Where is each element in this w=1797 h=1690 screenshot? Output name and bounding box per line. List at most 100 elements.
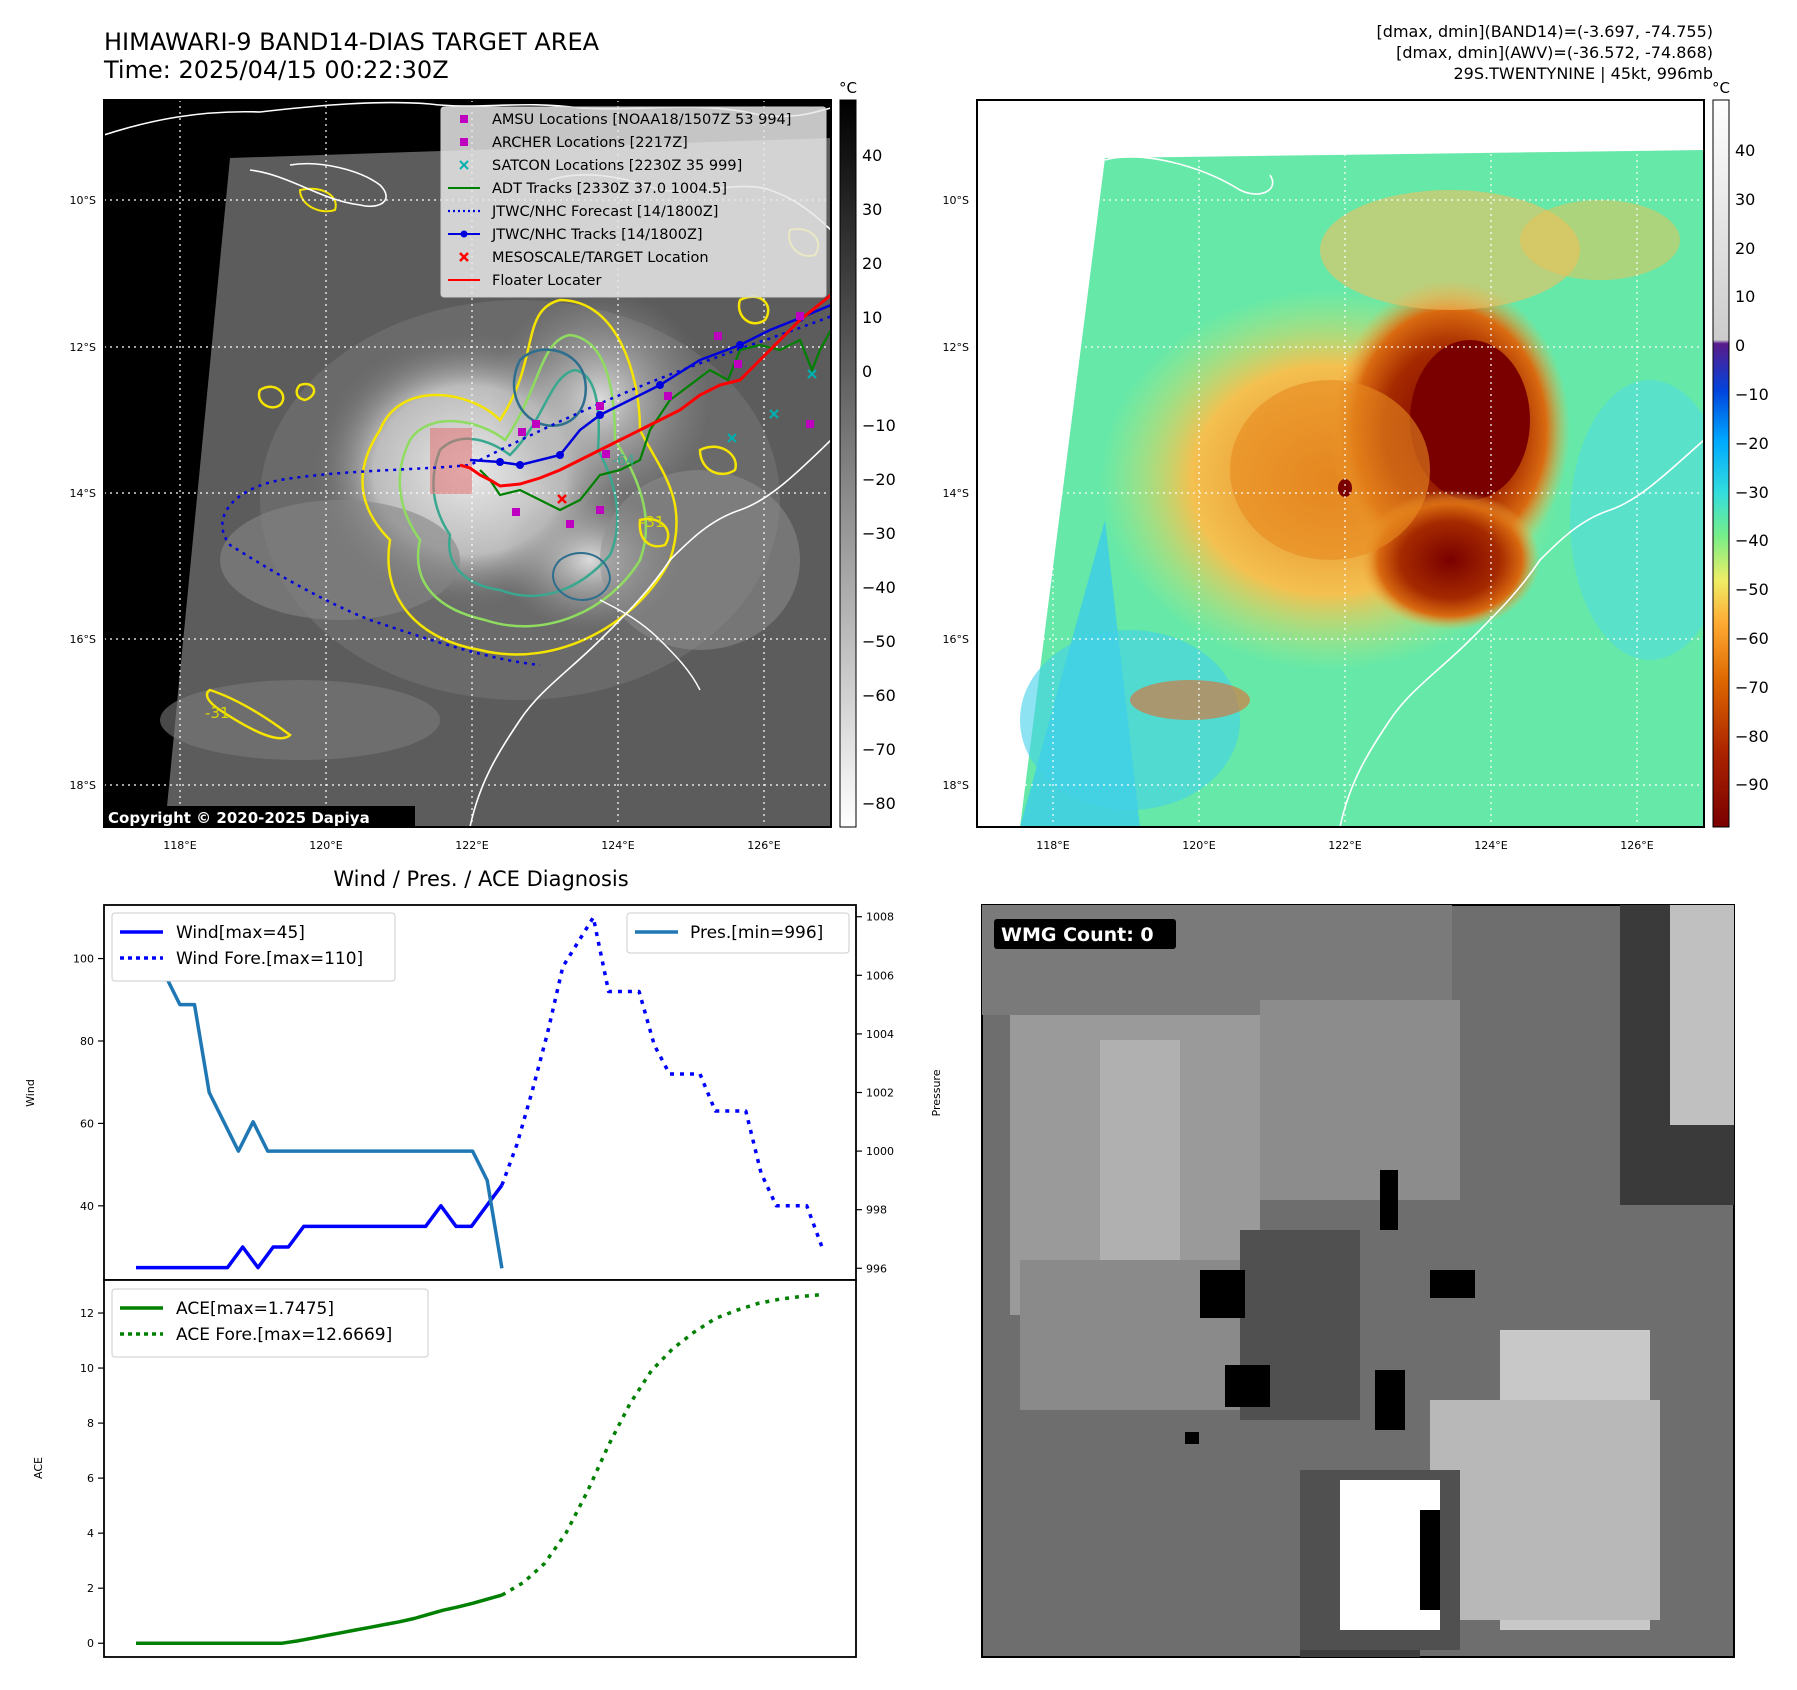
svg-text:0: 0 (862, 362, 872, 381)
ace-fore-legend-label: ACE Fore.[max=12.6669] (176, 1325, 392, 1345)
ace-tick-label: 12 (80, 1307, 94, 1320)
svg-text:−10: −10 (862, 416, 896, 435)
wind-tick-label: 60 (80, 1117, 94, 1130)
svg-text:−20: −20 (1735, 434, 1769, 453)
ace-tick-label: 10 (80, 1362, 94, 1375)
ir-map-frame (103, 99, 832, 828)
pressure-legend: Pres.[min=996] (626, 912, 850, 954)
svg-text:18°S: 18°S (70, 779, 96, 792)
svg-text:−60: −60 (862, 686, 896, 705)
svg-text:118°E: 118°E (163, 839, 196, 852)
svg-text:120°E: 120°E (309, 839, 342, 852)
svg-text:−70: −70 (1735, 678, 1769, 697)
awv-colorbar-unit: °C (1712, 79, 1730, 97)
svg-text:−80: −80 (1735, 727, 1769, 746)
ace-line (136, 1593, 503, 1645)
copyright-badge (104, 806, 415, 828)
pressure-ticks: 996 998 1000 1002 1004 1006 1008 (856, 911, 894, 1275)
svg-text:126°E: 126°E (747, 839, 780, 852)
pressure-tick-label: 1006 (866, 969, 894, 982)
figure-time: Time: 2025/04/15 00:22:30Z (104, 56, 449, 84)
svg-text:−70: −70 (862, 740, 896, 759)
pressure-tick-label: 996 (866, 1262, 887, 1275)
svg-text:12°S: 12°S (70, 341, 96, 354)
ir-map-panel: -31 -31 -64 AMSU Locations [NOAA18/1507Z… (70, 99, 832, 852)
adt-tracks (479, 329, 831, 512)
wmg-panel: WMG Count: 0 (981, 904, 1735, 1658)
ace-axis-label: ACE (32, 1457, 45, 1479)
map-legend: AMSU Locations [NOAA18/1507Z 53 994] ARC… (440, 106, 827, 298)
awv-colorbar: °C 40 30 20 10 0 −10 −20 −30 −40 −50 −60… (1712, 79, 1769, 828)
pressure-axis-label: Pressure (930, 1069, 943, 1116)
svg-text:0: 0 (1735, 336, 1745, 355)
pressure-line (134, 916, 504, 1269)
svg-text:118°E: 118°E (1036, 839, 1069, 852)
floater-locater-track (459, 293, 831, 488)
svg-text:−30: −30 (862, 524, 896, 543)
wind-tick-label: 100 (73, 953, 94, 966)
pressure-tick-label: 1004 (866, 1028, 894, 1041)
ace-tick-label: 2 (87, 1582, 94, 1595)
svg-text:10: 10 (862, 308, 882, 327)
ace-ticks: 0 2 4 6 8 10 12 (80, 1307, 104, 1650)
contour-label-inner: -64 (612, 453, 635, 469)
svg-text:30: 30 (862, 200, 882, 219)
svg-text:10: 10 (1735, 287, 1755, 306)
info-line-2: [dmax, dmin](AWV)=(-36.572, -74.868) (1396, 43, 1713, 62)
legend-item-jtwc-forecast: JTWC/NHC Forecast [14/1800Z] (491, 204, 718, 220)
svg-text:126°E: 126°E (1620, 839, 1653, 852)
color-map-frame (976, 99, 1705, 828)
wind-tick-label: 80 (80, 1035, 94, 1048)
wind-line (136, 1184, 504, 1270)
svg-text:120°E: 120°E (1182, 839, 1215, 852)
ir-colorbar-unit: °C (839, 79, 857, 97)
svg-text:12°S: 12°S (943, 341, 969, 354)
coastline-australia (469, 439, 831, 827)
color-map-lon-labels: 118°E 120°E 122°E 124°E 126°E (1036, 839, 1653, 852)
color-map-panel: 10°S 12°S 14°S 16°S 18°S 118°E 120°E 122… (943, 99, 1705, 852)
legend-item-archer: ARCHER Locations [2217Z] (492, 135, 688, 151)
ir-map-lat-labels: 10°S 12°S 14°S 16°S 18°S (70, 194, 96, 792)
wmg-count-badge (994, 919, 1176, 949)
svg-text:122°E: 122°E (455, 839, 488, 852)
svg-text:40: 40 (862, 146, 882, 165)
legend-item-floater: Floater Locater (492, 273, 601, 289)
pressure-tick-label: 998 (866, 1204, 887, 1217)
figure-title: HIMAWARI-9 BAND14-DIAS TARGET AREA (104, 28, 600, 56)
copyright-text: Copyright © 2020-2025 Dapiya (108, 809, 370, 827)
svg-text:18°S: 18°S (943, 779, 969, 792)
wind-legend-label: Wind[max=45] (176, 923, 305, 943)
svg-text:30: 30 (1735, 190, 1755, 209)
ace-chart: ACE 0 2 4 6 8 10 12 ACE[max=1.7475] ACE Fore.[… (32, 1279, 857, 1658)
svg-text:−30: −30 (1735, 483, 1769, 502)
legend-item-adt: ADT Tracks [2330Z 37.0 1004.5] (492, 181, 727, 197)
pressure-tick-label: 1002 (866, 1087, 894, 1100)
color-map-lat-labels: 10°S 12°S 14°S 16°S 18°S (943, 194, 969, 792)
wind-fore-legend-label: Wind Fore.[max=110] (176, 949, 363, 969)
ace-legend-label: ACE[max=1.7475] (176, 1299, 334, 1319)
svg-text:−10: −10 (1735, 385, 1769, 404)
legend-item-target-location: MESOSCALE/TARGET Location (492, 250, 709, 266)
ace-legend: ACE[max=1.7475] ACE Fore.[max=12.6669] (111, 1288, 429, 1358)
ace-tick-label: 0 (87, 1637, 94, 1650)
svg-text:20: 20 (1735, 239, 1755, 258)
diagnosis-title: Wind / Pres. / ACE Diagnosis (333, 867, 628, 891)
svg-text:124°E: 124°E (1474, 839, 1507, 852)
info-line-3: 29S.TWENTYNINE | 45kt, 996mb (1453, 64, 1714, 83)
ir-colorbar: °C 40 30 20 10 0 −10 −20 −30 −40 −50 −60… (839, 79, 896, 828)
wind-axis-label: Wind (24, 1079, 37, 1107)
svg-text:−40: −40 (862, 578, 896, 597)
svg-text:20: 20 (862, 254, 882, 273)
svg-text:−50: −50 (1735, 580, 1769, 599)
svg-text:16°S: 16°S (943, 633, 969, 646)
forecast-track (221, 315, 831, 667)
pressure-legend-label: Pres.[min=996] (690, 923, 823, 943)
svg-text:10°S: 10°S (943, 194, 969, 207)
ace-forecast-line (501, 1292, 823, 1597)
coastline-australia-2 (1339, 439, 1704, 827)
ace-tick-label: 6 (87, 1472, 94, 1485)
legend-item-satcon: SATCON Locations [2230Z 35 999] (492, 158, 742, 174)
svg-text:40: 40 (1735, 141, 1755, 160)
wind-ticks: 40 60 80 100 (73, 953, 104, 1213)
svg-text:−90: −90 (1735, 775, 1769, 794)
